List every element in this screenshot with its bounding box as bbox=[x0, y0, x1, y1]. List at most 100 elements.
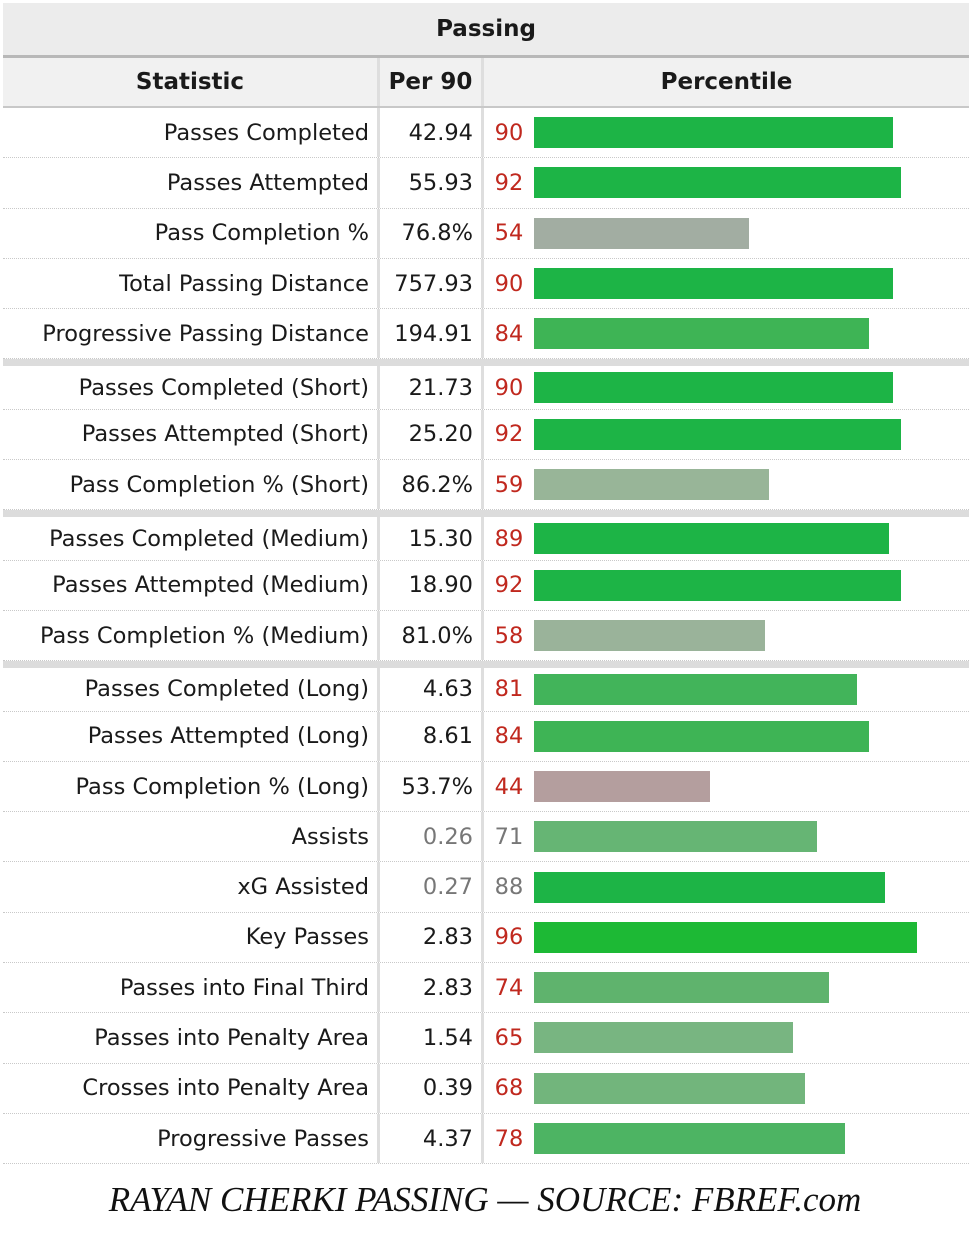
percentile-bar bbox=[534, 771, 710, 802]
percentile-bar bbox=[534, 569, 902, 601]
percentile-bar bbox=[534, 469, 770, 501]
percentile-cell: 65 bbox=[484, 1013, 969, 1062]
percentile-track bbox=[534, 117, 945, 149]
percentile-track bbox=[534, 217, 945, 249]
percentile-bar bbox=[534, 673, 858, 705]
table-row: Pass Completion % (Long) 53.7% 44 bbox=[3, 761, 969, 813]
per90-value: 25.20 bbox=[380, 409, 484, 460]
header-per90[interactable]: Per 90 bbox=[380, 58, 484, 106]
percentile-label: 71 bbox=[494, 823, 524, 850]
statistic-label: Key Passes bbox=[3, 912, 380, 963]
table-row: Pass Completion % 76.8% 54 bbox=[3, 208, 969, 259]
percentile-track bbox=[534, 1022, 945, 1054]
statistic-label: Passes Completed (Short) bbox=[3, 366, 380, 409]
percentile-track bbox=[534, 469, 945, 501]
statistic-label: Pass Completion % bbox=[3, 208, 380, 258]
percentile-bar bbox=[534, 821, 818, 853]
table-title: Passing bbox=[3, 3, 969, 58]
table-row: Passes Completed (Medium) 15.30 89 bbox=[3, 510, 969, 561]
percentile-cell: 81 bbox=[484, 668, 969, 710]
percentile-track bbox=[534, 418, 945, 450]
per90-value: 757.93 bbox=[380, 258, 484, 309]
statistic-label: Total Passing Distance bbox=[3, 258, 380, 309]
percentile-bar bbox=[534, 418, 902, 450]
per90-value: 8.61 bbox=[380, 711, 484, 761]
table-row: Key Passes 2.83 96 bbox=[3, 912, 969, 964]
table-row: xG Assisted 0.27 88 bbox=[3, 862, 969, 913]
table-row: Progressive Passing Distance 194.91 84 bbox=[3, 309, 969, 360]
percentile-track bbox=[534, 569, 945, 601]
percentile-track bbox=[534, 921, 945, 953]
table-row: Progressive Passes 4.37 78 bbox=[3, 1113, 969, 1165]
table-row: Passes Attempted (Long) 8.61 84 bbox=[3, 711, 969, 762]
percentile-cell: 54 bbox=[484, 209, 969, 258]
percentile-cell: 88 bbox=[484, 862, 969, 911]
percentile-label: 92 bbox=[494, 572, 524, 599]
header-percentile[interactable]: Percentile bbox=[660, 69, 793, 95]
per90-value: 0.27 bbox=[380, 862, 484, 912]
percentile-cell: 90 bbox=[484, 366, 969, 408]
percentile-label: 84 bbox=[494, 723, 524, 750]
per90-value: 4.63 bbox=[380, 668, 484, 711]
percentile-cell: 92 bbox=[484, 158, 969, 207]
percentile-bar bbox=[534, 167, 902, 199]
per90-value: 0.39 bbox=[380, 1063, 484, 1113]
percentile-label: 78 bbox=[494, 1125, 524, 1152]
percentile-track bbox=[534, 620, 945, 652]
percentile-bar bbox=[534, 1072, 806, 1104]
percentile-label: 92 bbox=[494, 421, 524, 448]
percentile-bar bbox=[534, 871, 886, 903]
percentile-track bbox=[534, 318, 945, 350]
percentile-bar bbox=[534, 372, 894, 404]
table-row: Passes into Final Third 2.83 74 bbox=[3, 963, 969, 1014]
percentile-track bbox=[534, 821, 945, 853]
percentile-cell: 96 bbox=[484, 913, 969, 962]
percentile-cell: 44 bbox=[484, 762, 969, 811]
per90-value: 42.94 bbox=[380, 108, 484, 158]
statistic-label: Progressive Passing Distance bbox=[3, 309, 380, 359]
percentile-bar bbox=[534, 268, 894, 300]
percentile-cell: 84 bbox=[484, 309, 969, 358]
statistic-label: xG Assisted bbox=[3, 862, 380, 912]
percentile-bar bbox=[534, 523, 890, 555]
per90-value: 76.8% bbox=[380, 208, 484, 258]
per90-value: 86.2% bbox=[380, 460, 484, 510]
percentile-cell: 89 bbox=[484, 517, 969, 559]
header-statistic[interactable]: Statistic bbox=[3, 58, 380, 106]
table-body: Passes Completed 42.94 90 Passes Attempted 5… bbox=[3, 108, 969, 1165]
passing-table: Passing Statistic Per 90 Percentile Pass… bbox=[3, 3, 969, 1165]
statistic-label: Passes Attempted (Short) bbox=[3, 409, 380, 460]
per90-value: 2.83 bbox=[380, 912, 484, 963]
table-row: Pass Completion % (Short) 86.2% 59 bbox=[3, 460, 969, 511]
percentile-cell: 84 bbox=[484, 712, 969, 761]
percentile-label: 74 bbox=[494, 974, 524, 1001]
percentile-cell: 59 bbox=[484, 460, 969, 509]
table-row: Passes Attempted (Medium) 18.90 92 bbox=[3, 560, 969, 611]
percentile-label: 84 bbox=[494, 320, 524, 347]
percentile-track bbox=[534, 268, 945, 300]
per90-value: 55.93 bbox=[380, 158, 484, 208]
statistic-label: Assists bbox=[3, 812, 380, 862]
percentile-cell: 71 bbox=[484, 812, 969, 861]
percentile-cell: 90 bbox=[484, 259, 969, 308]
per90-value: 15.30 bbox=[380, 517, 484, 560]
percentile-track bbox=[534, 871, 945, 903]
percentile-track bbox=[534, 673, 945, 705]
percentile-label: 96 bbox=[494, 924, 524, 951]
percentile-label: 65 bbox=[494, 1024, 524, 1051]
statistic-label: Passes Completed bbox=[3, 108, 380, 158]
percentile-label: 44 bbox=[494, 773, 524, 800]
table-row: Assists 0.26 71 bbox=[3, 812, 969, 863]
per90-value: 53.7% bbox=[380, 761, 484, 812]
statistic-label: Crosses into Penalty Area bbox=[3, 1063, 380, 1113]
statistic-label: Pass Completion % (Short) bbox=[3, 460, 380, 510]
statistic-label: Passes into Final Third bbox=[3, 963, 380, 1013]
percentile-track bbox=[534, 771, 945, 802]
percentile-cell: 78 bbox=[484, 1114, 969, 1163]
table-row: Pass Completion % (Medium) 81.0% 58 bbox=[3, 610, 969, 662]
table-row: Passes Attempted 55.93 92 bbox=[3, 158, 969, 209]
percentile-label: 81 bbox=[494, 676, 524, 703]
statistic-label: Passes Attempted bbox=[3, 158, 380, 208]
percentile-bar bbox=[534, 117, 894, 149]
per90-value: 0.26 bbox=[380, 812, 484, 862]
